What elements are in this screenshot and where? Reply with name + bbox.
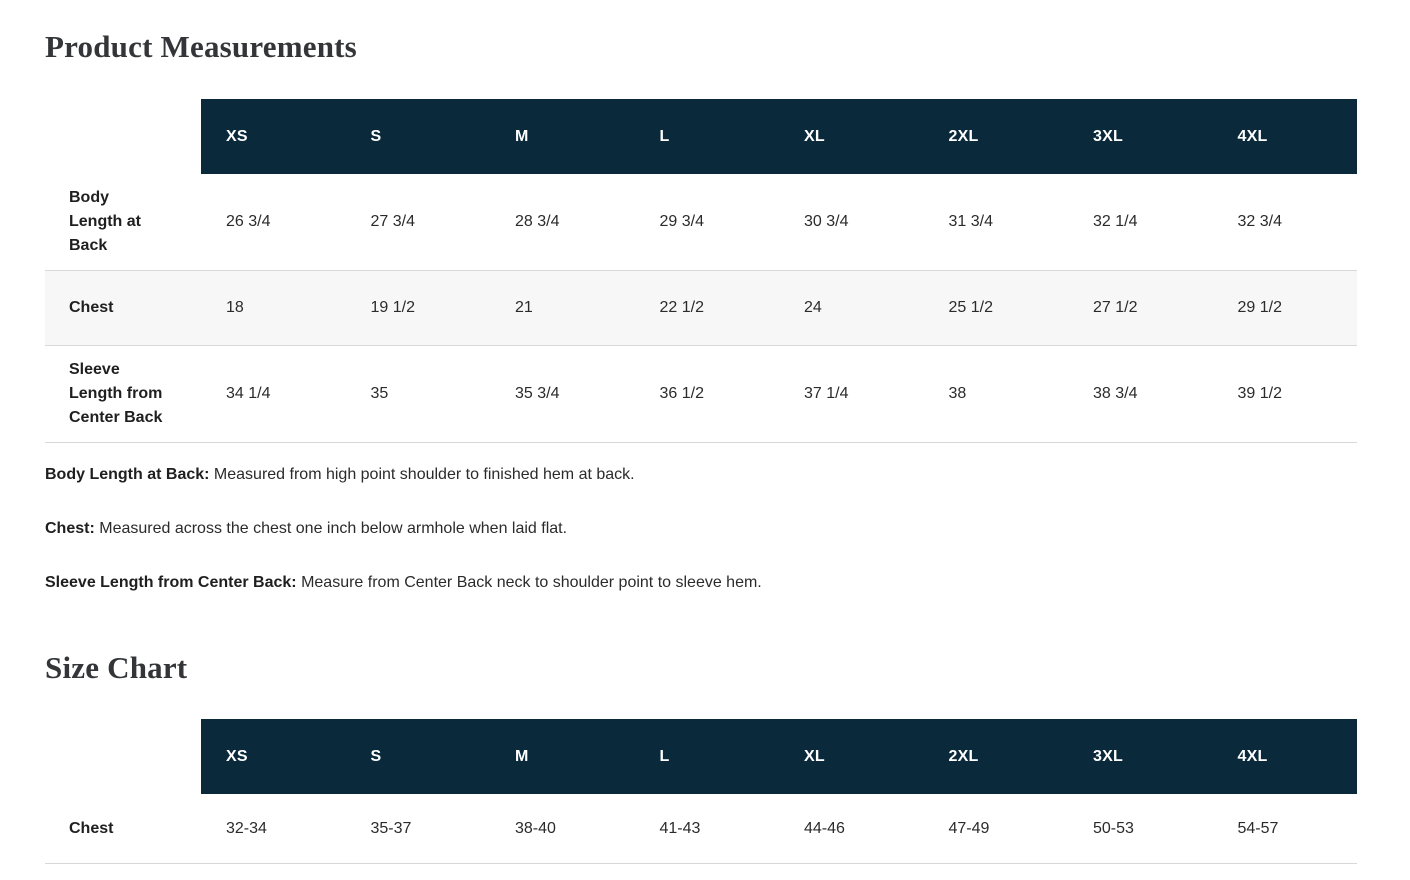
measurement-value-cell: 37 1/4: [804, 385, 849, 403]
measurement-value-cell: 29 1/2: [1237, 299, 1282, 317]
measurement-value-cell: 28 3/4: [515, 213, 560, 231]
size-column-header-xs: XS: [226, 127, 248, 145]
table-row-body-length: Body Length at Back 26 3/4 27 3/4 28 3/4…: [45, 174, 1357, 272]
size-column-header-s: S: [370, 747, 382, 765]
size-column-header-m: M: [515, 747, 529, 765]
table-row-size-chart-chest: Chest 32-34 35-37 38-40 41-43 44-46 47-4…: [45, 794, 1357, 865]
definition-body-length: Body Length at Back: Measured from high …: [45, 463, 1357, 487]
size-range-cell: 47-49: [948, 819, 990, 837]
size-chart-table: XS S M L XL 2XL 3XL 4XL Chest 32-34 35-3…: [45, 719, 1357, 865]
header-corner-cell: [45, 99, 201, 175]
size-column-header-2xl: 2XL: [948, 127, 979, 145]
measurement-value-cell: 29 3/4: [659, 213, 704, 231]
size-column-header-4xl: 4XL: [1237, 127, 1268, 145]
size-column-header-3xl: 3XL: [1093, 747, 1123, 765]
measurement-value-cell: 25 1/2: [948, 299, 993, 317]
size-range-cell: 32-34: [226, 819, 267, 837]
definition-term: Body Length at Back:: [45, 466, 210, 484]
size-column-header-4xl: 4XL: [1237, 747, 1268, 765]
size-column-header-xl: XL: [804, 127, 825, 145]
measurement-value-cell: 39 1/2: [1237, 385, 1282, 403]
definition-description: Measured from high point shoulder to fin…: [213, 466, 635, 484]
size-column-header-2xl: 2XL: [948, 747, 979, 765]
size-chart-header-row: XS S M L XL 2XL 3XL 4XL: [45, 719, 1357, 795]
measurement-value-cell: 30 3/4: [804, 213, 849, 231]
size-range-cell: 35-37: [370, 819, 412, 837]
size-range-cell: 54-57: [1237, 819, 1279, 837]
row-label-chest: Chest: [69, 819, 114, 837]
definition-sleeve-length: Sleeve Length from Center Back: Measure …: [45, 571, 1357, 595]
measurement-value-cell: 35 3/4: [515, 385, 560, 403]
table-row-sleeve-length: Sleeve Length from Center Back 34 1/4 35…: [45, 346, 1357, 444]
size-range-cell: 41-43: [659, 819, 701, 837]
row-label-sleeve-length: Sleeve Length from Center Back: [69, 361, 163, 427]
row-label-body-length: Body Length at Back: [69, 189, 141, 255]
size-column-header-l: L: [659, 747, 670, 765]
measurement-value-cell: 27 1/2: [1093, 299, 1138, 317]
measurement-value-cell: 38 3/4: [1093, 385, 1138, 403]
definition-chest: Chest: Measured across the chest one inc…: [45, 517, 1357, 541]
definition-description: Measured across the chest one inch below…: [99, 520, 568, 538]
measurement-value-cell: 38: [948, 385, 967, 403]
size-column-header-3xl: 3XL: [1093, 127, 1123, 145]
measurement-value-cell: 21: [515, 299, 533, 317]
measurement-value-cell: 36 1/2: [659, 385, 704, 403]
measurement-value-cell: 26 3/4: [226, 213, 271, 231]
measurement-value-cell: 32 3/4: [1237, 213, 1282, 231]
measurement-value-cell: 32 1/4: [1093, 213, 1138, 231]
header-corner-cell: [45, 719, 201, 795]
table-row-chest: Chest 18 19 1/2 21 22 1/2 24 25 1/2 27 1…: [45, 271, 1357, 347]
measurement-definitions: Body Length at Back: Measured from high …: [45, 463, 1357, 595]
definition-description: Measure from Center Back neck to shoulde…: [301, 574, 762, 592]
product-measurements-table: XS S M L XL 2XL 3XL 4XL Body Length at B…: [45, 99, 1357, 444]
size-column-header-l: L: [659, 127, 670, 145]
definition-term: Sleeve Length from Center Back:: [45, 574, 297, 592]
measurement-value-cell: 22 1/2: [659, 299, 704, 317]
measurement-value-cell: 27 3/4: [370, 213, 415, 231]
size-column-header-xs: XS: [226, 747, 248, 765]
measurement-value-cell: 35: [370, 385, 389, 403]
measurement-value-cell: 19 1/2: [370, 299, 415, 317]
product-measurements-title: Product Measurements: [45, 29, 357, 64]
measurements-header-row: XS S M L XL 2XL 3XL 4XL: [45, 99, 1357, 175]
measurement-value-cell: 18: [226, 299, 244, 317]
measurement-value-cell: 34 1/4: [226, 385, 271, 403]
row-label-chest: Chest: [69, 299, 114, 317]
size-range-cell: 50-53: [1093, 819, 1134, 837]
size-range-cell: 38-40: [515, 819, 556, 837]
size-range-cell: 44-46: [804, 819, 845, 837]
size-column-header-s: S: [370, 127, 382, 145]
measurement-value-cell: 31 3/4: [948, 213, 993, 231]
size-column-header-xl: XL: [804, 747, 825, 765]
size-chart-title: Size Chart: [45, 650, 188, 686]
definition-term: Chest:: [45, 520, 95, 538]
size-column-header-m: M: [515, 127, 529, 145]
measurement-value-cell: 24: [804, 299, 822, 317]
